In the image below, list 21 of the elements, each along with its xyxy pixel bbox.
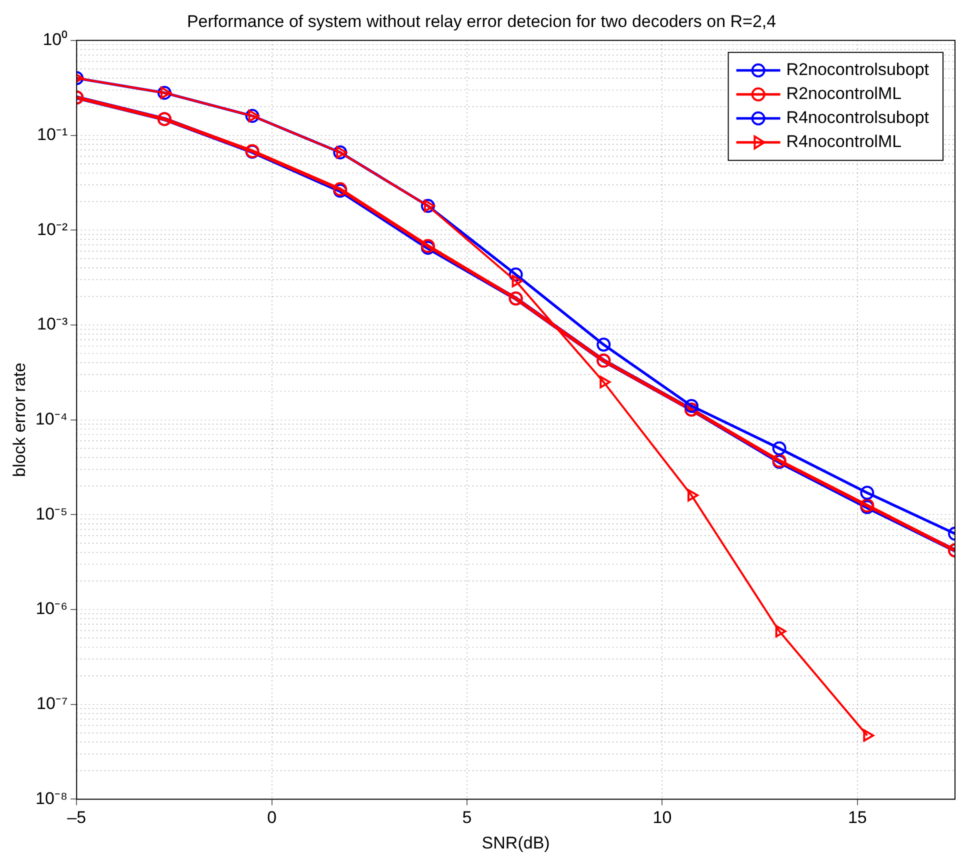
x-tick-label: 0 [267, 808, 277, 828]
y-tick-label: 10⁻⁴ [35, 409, 68, 428]
x-tick-label: 5 [462, 808, 472, 828]
y-tick-label: 10⁻² [37, 220, 68, 239]
y-tick-label: 10⁻⁶ [36, 599, 68, 618]
legend-label: R4nocontrolsubopt [786, 108, 930, 128]
y-tick-label: 10⁻⁵ [36, 504, 68, 524]
chart-title: Performance of system without relay error detecion for two decoders on R=2,4 [186, 12, 776, 31]
x-tick-label: 10 [652, 808, 672, 828]
y-tick-label: 10⁰ [42, 30, 68, 50]
x-axis-title: SNR(dB) [482, 833, 550, 852]
y-tick-label: 10⁻⁸ [36, 788, 68, 808]
x-tick-label: –5 [67, 808, 86, 828]
legend-label: R4nocontrolML [786, 132, 902, 152]
x-tick-label: 15 [848, 808, 867, 828]
y-tick-label: 10⁻¹ [37, 124, 68, 144]
legend-label: R2nocontrolsubopt [786, 60, 930, 80]
y-axis-title: block error rate [10, 362, 29, 477]
y-tick-label: 10⁻³ [37, 314, 68, 334]
legend-label: R2nocontrolML [786, 84, 902, 104]
y-tick-label: 10⁻⁷ [36, 694, 68, 714]
